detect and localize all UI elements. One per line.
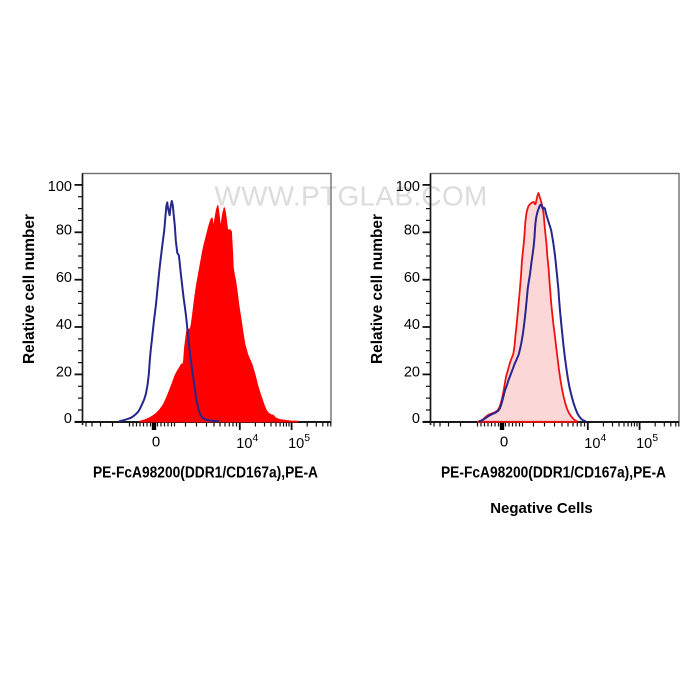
svg-text:100: 100	[396, 179, 420, 195]
svg-text:20: 20	[56, 365, 72, 381]
svg-text:40: 40	[56, 317, 72, 333]
svg-text:60: 60	[404, 270, 420, 286]
svg-text:WWW.PTGLAB.COM: WWW.PTGLAB.COM	[214, 181, 487, 212]
svg-text:PE-FcA98200(DDR1/CD167a),PE-A: PE-FcA98200(DDR1/CD167a),PE-A	[441, 465, 666, 482]
svg-text:40: 40	[404, 317, 420, 333]
svg-text:PE-FcA98200(DDR1/CD167a),PE-A: PE-FcA98200(DDR1/CD167a),PE-A	[93, 465, 318, 482]
svg-text:80: 80	[404, 223, 420, 239]
svg-text:80: 80	[56, 223, 72, 239]
svg-text:Relative cell number: Relative cell number	[369, 214, 386, 364]
svg-text:0: 0	[152, 434, 160, 451]
svg-text:100: 100	[48, 179, 72, 195]
svg-text:20: 20	[404, 365, 420, 381]
svg-text:0: 0	[500, 434, 508, 451]
svg-text:60: 60	[56, 270, 72, 286]
svg-text:Relative cell number: Relative cell number	[21, 214, 38, 364]
svg-text:0: 0	[64, 411, 72, 427]
svg-text:0: 0	[412, 411, 420, 427]
svg-text:Negative Cells: Negative Cells	[490, 500, 593, 517]
